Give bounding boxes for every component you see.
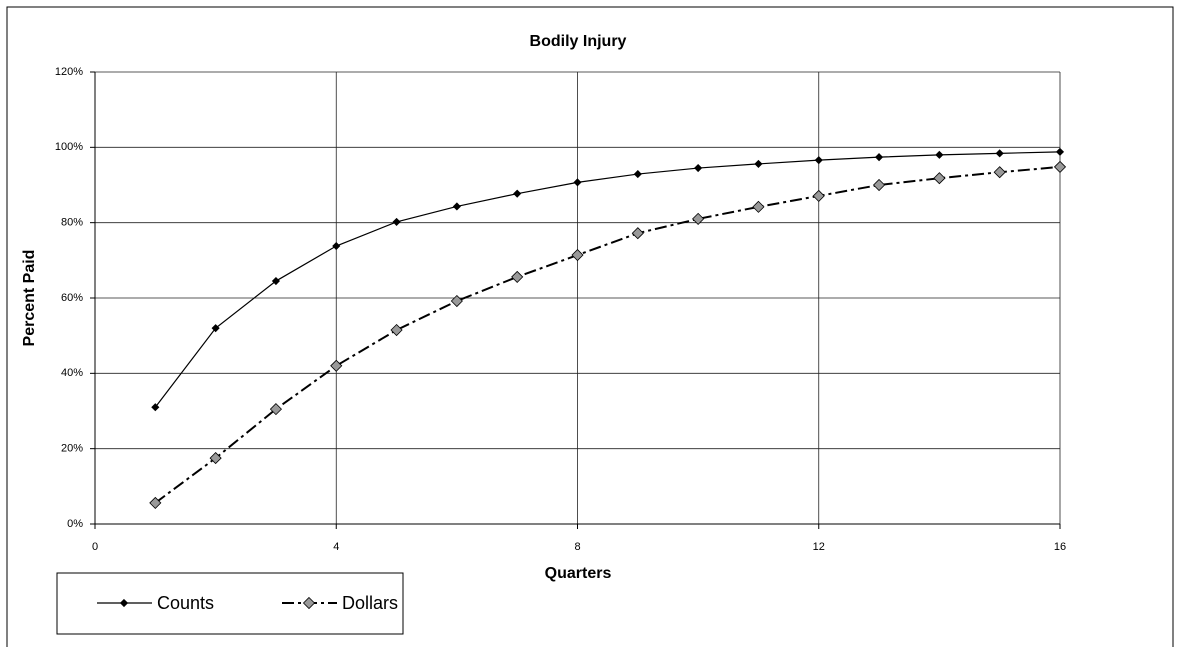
x-tick-label: 4: [333, 541, 339, 553]
legend-marker: [119, 598, 129, 608]
data-point: [149, 496, 162, 509]
data-point: [452, 202, 461, 211]
data-point: [633, 170, 642, 179]
data-point: [872, 178, 886, 192]
legend-label: Counts: [157, 593, 214, 613]
x-tick-label: 16: [1054, 541, 1066, 553]
data-point: [933, 172, 946, 185]
data-point: [993, 166, 1006, 179]
legend-label: Dollars: [342, 593, 398, 613]
data-point: [694, 163, 703, 173]
data-point: [814, 156, 823, 165]
data-point: [513, 189, 522, 198]
data-point: [995, 149, 1004, 158]
y-tick-label: 120%: [55, 66, 83, 78]
legend-marker: [302, 596, 316, 610]
data-point: [571, 248, 584, 262]
data-point: [330, 359, 343, 372]
x-tick-label: 0: [92, 541, 98, 553]
data-point: [874, 153, 884, 162]
data-point: [209, 452, 222, 465]
series-line: [154, 151, 1061, 408]
data-point: [332, 241, 341, 251]
data-point: [271, 276, 281, 286]
x-axis-label: Quarters: [545, 565, 612, 582]
chart-title: Bodily Injury: [530, 33, 627, 50]
data-point: [692, 212, 705, 225]
data-point: [390, 323, 403, 337]
y-tick-label: 100%: [55, 141, 83, 153]
y-tick-label: 80%: [61, 217, 83, 229]
y-axis-label: Percent Paid: [21, 250, 38, 347]
data-point: [450, 294, 463, 308]
y-tick-label: 40%: [61, 367, 83, 379]
data-point: [1055, 147, 1065, 156]
y-tick-label: 0%: [67, 518, 83, 530]
data-point: [211, 324, 220, 333]
data-point: [392, 217, 401, 226]
chart-frame: [6, 6, 1174, 647]
data-point: [752, 200, 765, 213]
y-tick-label: 60%: [61, 292, 83, 304]
data-point: [269, 403, 283, 416]
y-tick-label: 20%: [61, 443, 83, 455]
x-tick-label: 12: [813, 541, 825, 553]
data-point: [812, 189, 825, 202]
data-point: [754, 159, 763, 168]
data-point: [511, 270, 524, 283]
data-point: [573, 178, 582, 187]
data-point: [631, 227, 644, 240]
series-line: [154, 165, 1061, 504]
x-tick-label: 8: [574, 541, 580, 553]
data-point: [935, 150, 944, 159]
data-point: [1053, 160, 1067, 173]
data-point: [151, 403, 160, 412]
